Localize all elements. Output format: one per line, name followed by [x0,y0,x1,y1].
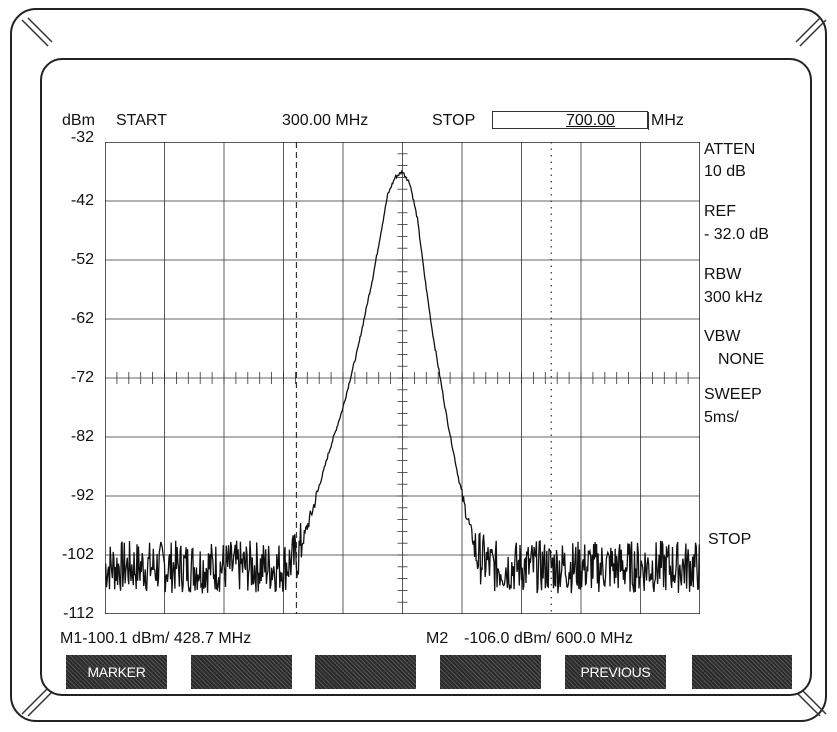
marker-1-readout: M1-100.1 dBm/ 428.7 MHz [60,630,252,647]
marker-2-readout: -106.0 dBm/ 600.0 MHz [464,630,633,647]
y-tick-label: -62 [70,310,94,327]
y-tick-label: -102 [61,546,94,563]
ref-label: REF [704,203,736,220]
spectrum-plot [105,142,700,614]
softkey-3[interactable] [315,655,416,689]
spectrum-trace [105,169,700,594]
stop-label: STOP [432,112,476,129]
corner-mark-bottom-right [795,687,827,717]
atten-label: ATTEN [704,141,756,158]
y-tick-label: -112 [63,605,94,622]
y-tick-label: -72 [70,369,94,386]
sweep-label: SWEEP [704,386,762,403]
rbw-value: 300 kHz [704,289,763,306]
sweep-value: 5ms/ [704,409,739,426]
softkey-4[interactable] [440,655,541,689]
corner-mark-top-right [795,17,827,47]
vbw-value: NONE [718,351,765,368]
atten-value: 10 dB [704,163,746,180]
y-tick-label: -92 [70,487,94,504]
y-unit-label: dBm [62,112,95,129]
y-tick-label: -52 [70,251,94,268]
stop-frequency-unit: MHz [648,112,684,130]
y-tick-label: -32 [70,129,94,146]
stop-frequency-value: 700.00 [566,112,615,129]
marker-2-label: M2 [426,630,449,647]
softkey-previous[interactable]: PREVIOUS [565,655,666,689]
rbw-label: RBW [704,266,742,283]
instrument-bezel [10,8,827,722]
softkey-6[interactable] [692,655,792,689]
stop-frequency-field[interactable] [492,111,648,129]
y-tick-label: -82 [70,428,94,445]
marker-lines [295,142,552,614]
corner-mark-bottom-left [21,687,53,717]
y-tick-label: -42 [70,192,94,209]
sweep-status: STOP [708,531,752,548]
plot-grid [105,142,700,614]
ref-value: - 32.0 dB [704,226,769,243]
start-label: START [116,112,167,129]
start-frequency-value: 300.00 MHz [282,112,369,129]
vbw-label: VBW [704,328,741,345]
softkey-2[interactable] [191,655,292,689]
corner-mark-top-left [21,17,53,47]
softkey-marker[interactable]: MARKER [66,655,167,689]
